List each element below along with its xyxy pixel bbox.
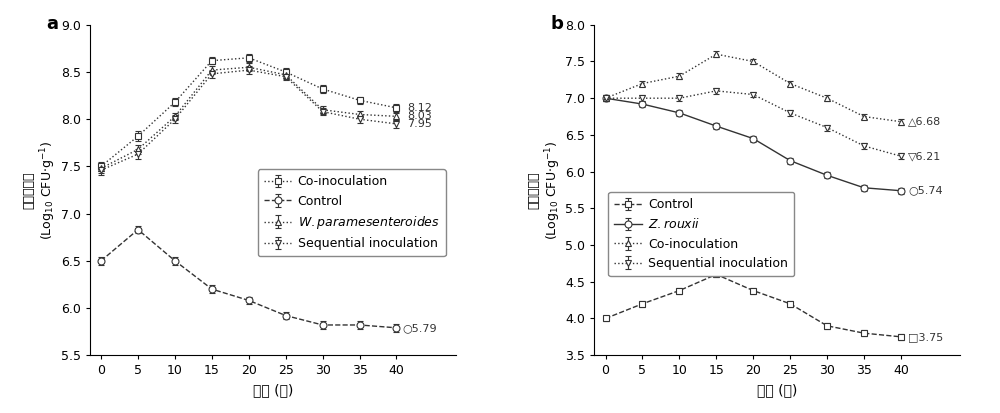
Text: △6.68: △6.68 bbox=[908, 117, 942, 127]
Text: ▽6.21: ▽6.21 bbox=[908, 151, 942, 161]
Legend: Control, $Z.rouxii$, Co-inoculation, Sequential inoculation: Control, $Z.rouxii$, Co-inoculation, Seq… bbox=[608, 192, 794, 276]
Text: 7.95: 7.95 bbox=[408, 119, 432, 129]
Text: 8.03: 8.03 bbox=[408, 112, 432, 121]
Text: ○5.74: ○5.74 bbox=[908, 186, 943, 196]
Y-axis label: 活细胞计数
($\mathrm{Log_{10}\ CFU{\cdot}g^{-1}}$): 活细胞计数 ($\mathrm{Log_{10}\ CFU{\cdot}g^{-… bbox=[23, 140, 58, 240]
Text: a: a bbox=[46, 15, 58, 33]
Text: b: b bbox=[551, 15, 563, 33]
X-axis label: 时间 (天): 时间 (天) bbox=[757, 383, 797, 397]
Y-axis label: 活细胞计数
($\mathrm{Log_{10}\ CFU{\cdot}g^{-1}}$): 活细胞计数 ($\mathrm{Log_{10}\ CFU{\cdot}g^{-… bbox=[527, 140, 563, 240]
X-axis label: 时间 (天): 时间 (天) bbox=[253, 383, 293, 397]
Legend: Co-inoculation, Control, $W.paramesenteroides$, Sequential inoculation: Co-inoculation, Control, $W.paramesenter… bbox=[258, 169, 446, 256]
Text: □3.75: □3.75 bbox=[908, 332, 944, 342]
Text: 8.12: 8.12 bbox=[408, 103, 432, 113]
Text: ○5.79: ○5.79 bbox=[402, 323, 437, 333]
